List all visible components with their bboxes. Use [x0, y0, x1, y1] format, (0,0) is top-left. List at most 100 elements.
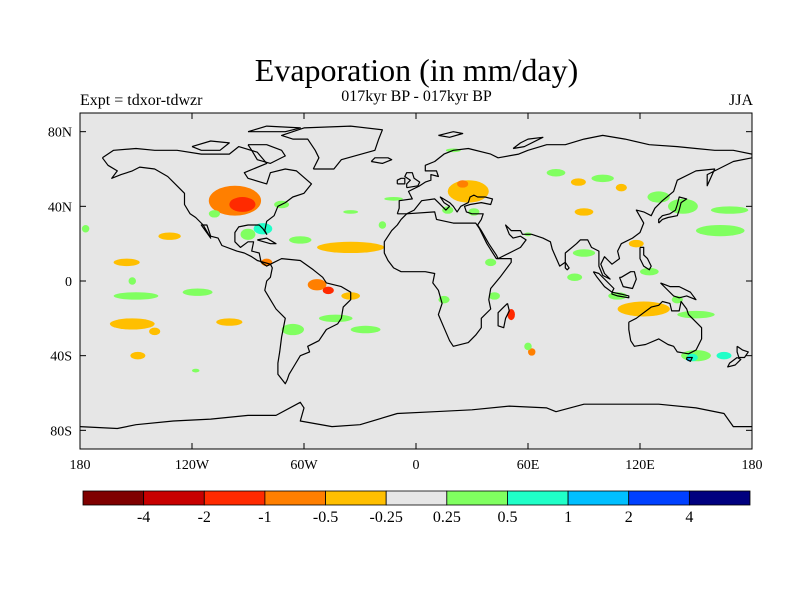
coastline: [396, 134, 752, 280]
anomaly-region: [567, 273, 583, 281]
anomaly-region: [570, 178, 586, 186]
legend-swatch: [143, 490, 205, 506]
color-legend: -4 -2 -1 -0.5 -0.25 0.25 0.5 1 2 4: [82, 490, 751, 526]
x-tick-label: 60E: [517, 458, 540, 473]
coastline: [660, 282, 697, 301]
legend-label: -2: [198, 509, 211, 526]
anomaly-region: [524, 342, 532, 351]
x-tick-label: 180: [742, 458, 763, 473]
y-tick-label: 40S: [50, 350, 72, 365]
anomaly-region: [528, 348, 536, 356]
coastline: [257, 237, 277, 245]
coastline: [736, 345, 749, 359]
anomaly-region: [307, 279, 327, 291]
anomaly-region: [322, 286, 334, 295]
anomaly-region: [447, 180, 489, 203]
anomaly-region: [208, 210, 220, 218]
legend-label: 4: [685, 509, 693, 526]
coastline: [370, 157, 393, 164]
anomaly-region: [216, 318, 243, 326]
legend-label: 1: [564, 509, 572, 526]
coastline: [639, 246, 652, 271]
coastline: [281, 125, 383, 170]
coastline: [438, 131, 464, 138]
anomaly-region: [109, 318, 155, 330]
coastline: [628, 300, 703, 355]
x-tick-label: 120E: [625, 458, 655, 473]
y-tick-label: 0: [65, 275, 72, 290]
coastline: [191, 140, 230, 151]
anomaly-region: [507, 309, 515, 321]
coastline: [686, 356, 693, 362]
coastline: [592, 271, 615, 293]
coastline: [618, 271, 637, 290]
anomaly-region: [378, 221, 387, 229]
experiment-label: Expt = tdxor-tdwzr: [80, 92, 203, 109]
legend-label: -1: [258, 509, 271, 526]
legend-swatch: [325, 490, 387, 506]
coastline: [247, 144, 286, 164]
y-tick-label: 80N: [48, 126, 72, 141]
legend-swatch: [567, 490, 630, 506]
anomaly-region: [615, 183, 627, 192]
x-tick-label: 0: [413, 458, 420, 473]
anomaly-region: [317, 241, 385, 253]
x-tick-label: 60W: [290, 458, 318, 473]
anomaly-region: [442, 206, 454, 214]
map-subtitle: 017kyr BP - 017kyr BP: [341, 88, 492, 105]
coastline: [383, 211, 512, 347]
anomaly-regions: [81, 148, 749, 373]
anomaly-region: [617, 301, 670, 317]
legend-swatch: [628, 490, 690, 506]
anomaly-region: [572, 249, 596, 257]
coastline: [247, 125, 301, 133]
anomaly-region: [710, 206, 749, 214]
axis-ticks: 180 120W 60W 0 60E 120E 180 80N 40N 0 40S 80S: [48, 113, 763, 473]
coastline: [396, 177, 406, 185]
anomaly-region: [229, 197, 256, 212]
legend-swatch: [688, 490, 751, 506]
coastline: [611, 291, 630, 299]
anomaly-region: [182, 288, 213, 296]
anomaly-region: [696, 225, 745, 237]
y-tick-label: 80S: [50, 424, 72, 439]
anomaly-region: [677, 310, 715, 319]
coastlines: [80, 125, 752, 430]
legend-swatch: [507, 490, 569, 506]
legend-label: 0.5: [497, 509, 517, 526]
anomaly-region: [113, 292, 159, 300]
legend-label: 2: [625, 509, 633, 526]
anomaly-region: [468, 208, 480, 216]
anomaly-region: [546, 169, 566, 177]
anomaly-region: [485, 258, 497, 267]
coastline: [101, 146, 313, 267]
anomaly-region: [384, 197, 403, 201]
legend-label: -4: [137, 509, 150, 526]
anomaly-region: [350, 325, 381, 334]
anomaly-region: [640, 267, 659, 276]
x-tick-label: 180: [70, 458, 91, 473]
coastline: [404, 172, 421, 189]
anomaly-region: [716, 351, 732, 360]
x-tick-label: 120W: [175, 458, 210, 473]
legend-label: 0.25: [433, 509, 461, 526]
anomaly-region: [128, 277, 136, 285]
season-label: JJA: [728, 92, 753, 109]
anomaly-region: [149, 327, 161, 336]
y-tick-label: 40N: [48, 200, 72, 215]
anomaly-region: [281, 323, 304, 336]
anomaly-region: [488, 292, 500, 300]
coastline: [497, 302, 510, 329]
anomaly-region: [343, 210, 359, 214]
anomaly-region: [158, 232, 181, 240]
legend-swatch: [264, 490, 326, 506]
coastline: [658, 196, 688, 224]
legend-label: -0.5: [313, 509, 338, 526]
anomaly-region: [591, 174, 614, 183]
coastline: [264, 258, 352, 385]
coastline: [727, 356, 742, 368]
legend-label: -0.25: [370, 509, 403, 526]
anomaly-region: [574, 208, 594, 216]
anomaly-region: [628, 239, 644, 248]
coastline: [80, 401, 752, 430]
